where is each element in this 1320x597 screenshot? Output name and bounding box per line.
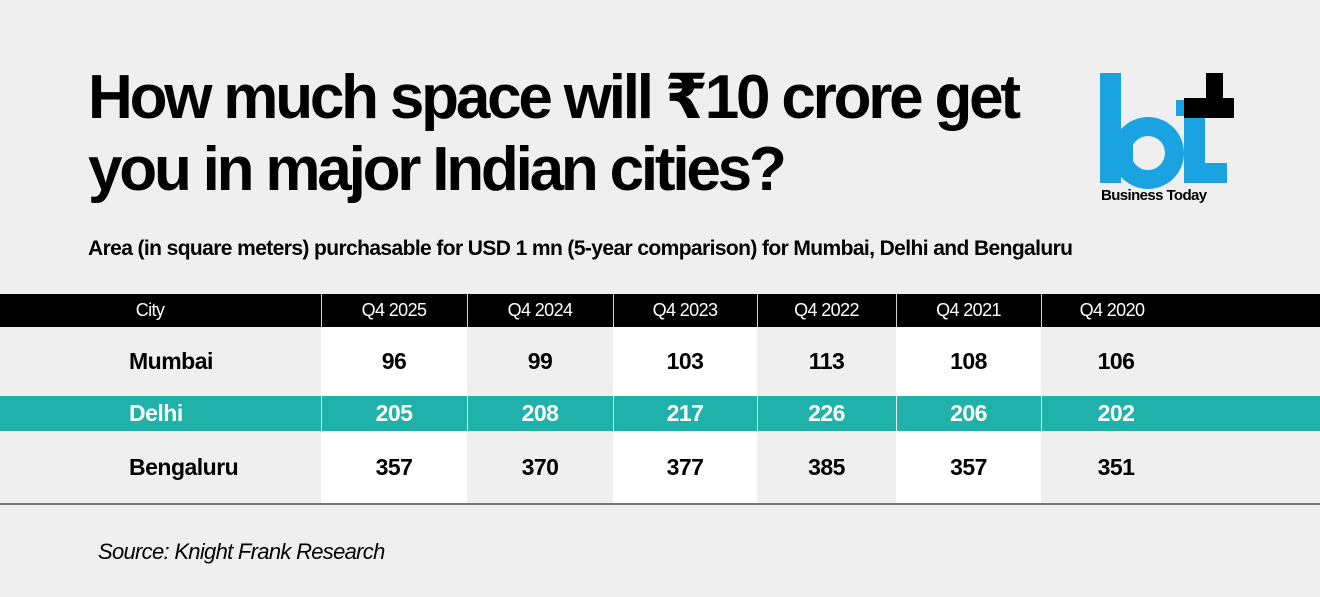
- row-divider: [467, 396, 468, 431]
- value-cell: 206: [950, 400, 987, 426]
- row-divider: [321, 396, 322, 431]
- value-cell: 351: [1097, 454, 1135, 480]
- value-cell: 103: [666, 348, 704, 374]
- header-divider: [896, 294, 897, 327]
- value-cell: 96: [381, 348, 407, 374]
- brand-name: Business Today: [1101, 187, 1207, 204]
- header-divider: [613, 294, 614, 327]
- value-cell: 106: [1097, 348, 1135, 374]
- header-divider: [1041, 294, 1042, 327]
- value-cell: 377: [666, 454, 704, 480]
- subtitle: Area (in square meters) purchasable for …: [88, 237, 1073, 260]
- column-header: Q4 2024: [507, 300, 573, 320]
- value-cell: 226: [808, 400, 845, 426]
- city-label: Delhi: [129, 400, 183, 426]
- table-bottom-rule: [0, 503, 1320, 505]
- column-header: Q4 2020: [1079, 300, 1145, 320]
- value-cell: 99: [527, 348, 553, 374]
- city-label: Mumbai: [129, 348, 213, 374]
- value-cell: 202: [1097, 400, 1135, 426]
- value-cell: 113: [808, 348, 845, 374]
- value-cell: 357: [375, 454, 413, 480]
- highlight-row-band: [0, 396, 1320, 431]
- value-cell: 357: [950, 454, 987, 480]
- table-header: [0, 294, 1320, 327]
- column-header: City: [135, 300, 165, 320]
- column-header: Q4 2025: [361, 300, 427, 320]
- row-divider: [757, 396, 758, 431]
- business-today-logo-icon: [1100, 73, 1234, 189]
- column-header: Q4 2021: [936, 300, 1001, 320]
- value-cell: 370: [521, 454, 559, 480]
- value-cell: 385: [808, 454, 845, 480]
- row-divider: [896, 396, 897, 431]
- row-divider: [1041, 396, 1042, 431]
- city-label: Bengaluru: [129, 454, 239, 480]
- value-cell: 205: [375, 400, 413, 426]
- header-divider: [321, 294, 322, 327]
- source-note: Source: Knight Frank Research: [98, 539, 385, 564]
- column-header: Q4 2022: [794, 300, 859, 320]
- column-header: Q4 2023: [652, 300, 718, 320]
- value-cell: 208: [521, 400, 559, 426]
- page-title: How much space will ₹10 crore get you in…: [88, 63, 1021, 204]
- row-divider: [613, 396, 614, 431]
- header-divider: [467, 294, 468, 327]
- value-cell: 108: [950, 348, 987, 374]
- header-divider: [757, 294, 758, 327]
- value-cell: 217: [666, 400, 704, 426]
